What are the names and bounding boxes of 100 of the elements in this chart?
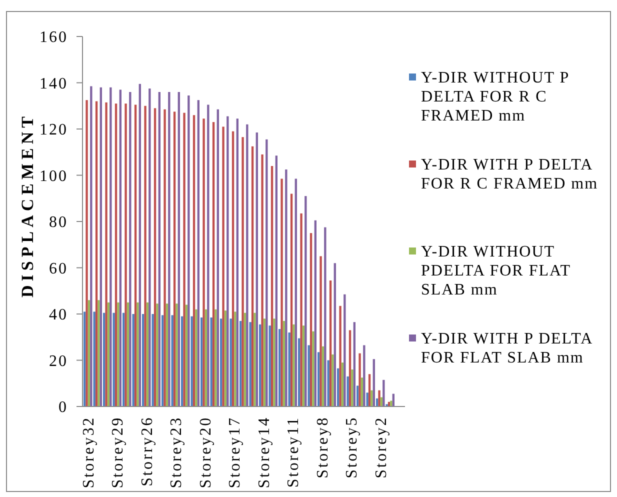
bar xyxy=(332,354,334,406)
bar xyxy=(183,112,186,406)
bar xyxy=(168,92,170,406)
bar xyxy=(122,312,125,406)
bar xyxy=(314,220,317,406)
bar xyxy=(166,304,168,406)
bar xyxy=(322,346,324,406)
bar xyxy=(236,118,239,406)
bar xyxy=(148,88,151,406)
bar xyxy=(356,386,359,406)
bar xyxy=(102,312,106,406)
bar xyxy=(360,378,364,406)
bar xyxy=(212,122,215,406)
bar xyxy=(251,146,254,406)
bar xyxy=(204,309,208,406)
bar xyxy=(98,300,100,406)
bar xyxy=(327,360,330,406)
y-tick-label: 80 xyxy=(49,214,68,232)
bar xyxy=(372,359,376,406)
bar xyxy=(188,95,190,406)
bar xyxy=(110,87,112,406)
bar xyxy=(378,390,380,406)
legend-label: Y-DIR WITHOUT PDELTA FOR FLAT SLAB mm xyxy=(421,244,572,299)
bar xyxy=(200,317,203,406)
bar xyxy=(192,115,196,406)
bar xyxy=(370,390,373,406)
bar xyxy=(234,312,236,406)
bar xyxy=(83,312,86,406)
y-tick-label: 120 xyxy=(40,122,68,139)
bar xyxy=(288,332,290,406)
y-tick-label: 160 xyxy=(40,29,68,46)
bar xyxy=(90,86,92,406)
bar xyxy=(232,131,234,406)
bar xyxy=(136,302,139,406)
x-tick-label: Storey2 xyxy=(372,416,390,478)
bar xyxy=(105,102,108,406)
bar xyxy=(144,106,146,406)
bar xyxy=(214,309,217,406)
legend-label: Y-DIR WITH P DELTA FOR FLAT SLAB mm xyxy=(421,330,594,367)
bar xyxy=(176,304,178,406)
bar xyxy=(224,310,227,406)
bar xyxy=(317,352,320,406)
bar xyxy=(216,109,220,406)
x-tick-label: Storey20 xyxy=(197,416,214,488)
bar xyxy=(346,376,349,406)
y-tick-label: 20 xyxy=(49,352,68,370)
x-tick-label: Storey32 xyxy=(80,416,98,488)
bar xyxy=(366,392,368,406)
bar xyxy=(363,345,366,406)
bar xyxy=(220,318,222,406)
bar xyxy=(132,314,134,406)
bar xyxy=(142,314,144,406)
bar xyxy=(261,154,264,406)
bar xyxy=(344,294,346,406)
bar xyxy=(270,166,274,406)
bar xyxy=(334,263,336,406)
bar xyxy=(180,316,184,406)
x-tick-label: Storry26 xyxy=(138,416,156,486)
bar xyxy=(292,324,295,406)
bar xyxy=(302,326,305,406)
bar xyxy=(154,108,156,406)
x-tick-label: Storey17 xyxy=(226,416,244,488)
bar xyxy=(266,139,268,406)
bar xyxy=(390,400,392,406)
bar xyxy=(226,116,229,406)
x-tick-label: Storey5 xyxy=(344,416,361,478)
bar xyxy=(280,178,283,406)
bar xyxy=(207,104,210,406)
bar xyxy=(329,280,332,406)
bar xyxy=(348,330,352,406)
bar xyxy=(242,137,244,406)
bar xyxy=(95,101,98,406)
bar xyxy=(310,233,312,406)
y-tick-label: 60 xyxy=(49,260,68,278)
bar xyxy=(86,100,88,406)
bar xyxy=(258,324,262,406)
bar xyxy=(324,227,326,406)
bar xyxy=(290,194,293,406)
bar xyxy=(339,306,342,406)
bar xyxy=(244,312,246,406)
bar xyxy=(298,338,300,406)
bar xyxy=(93,312,96,406)
x-tick-label: Storey8 xyxy=(314,416,332,478)
bar xyxy=(341,362,344,406)
bar xyxy=(146,302,149,406)
bar xyxy=(112,312,115,406)
bar xyxy=(256,132,258,406)
bar xyxy=(124,104,127,406)
bar xyxy=(308,345,310,406)
bar xyxy=(246,124,248,406)
bar xyxy=(382,380,385,406)
x-tick-label: Storey29 xyxy=(110,416,127,488)
legend-label: Y-DIR WITHOUT P DELTA FOR R C FRAMED mm xyxy=(421,70,570,125)
x-tick-label: Storey14 xyxy=(256,416,273,488)
bar xyxy=(173,112,176,406)
bar xyxy=(158,92,161,406)
y-axis-title: DISPLACEMENT xyxy=(18,112,37,298)
bar xyxy=(156,304,158,406)
bar xyxy=(190,316,193,406)
y-tick-label: 0 xyxy=(58,399,68,416)
